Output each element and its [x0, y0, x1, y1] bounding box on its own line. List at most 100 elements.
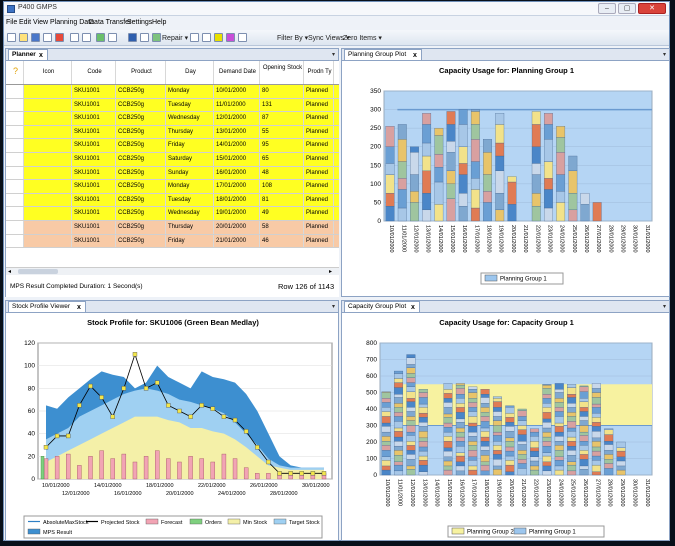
row-indicator[interactable]: [6, 85, 24, 98]
panel-menu-icon[interactable]: ▾: [662, 52, 666, 58]
cell-day[interactable]: Thursday: [166, 125, 214, 139]
open-icon[interactable]: [19, 33, 28, 42]
cell-day[interactable]: Tuesday: [166, 193, 214, 207]
lock-icon[interactable]: [190, 33, 199, 42]
cell-day[interactable]: Thursday: [166, 221, 214, 234]
cell-code[interactable]: SKU1001: [72, 180, 116, 193]
highlight-icon[interactable]: [214, 33, 223, 42]
cell-code[interactable]: SKU1001: [72, 153, 116, 166]
cell-product[interactable]: CCB250g: [116, 193, 166, 207]
row-indicator[interactable]: [6, 180, 24, 193]
cell-stock[interactable]: 65: [260, 153, 304, 166]
color-icon[interactable]: [226, 33, 235, 42]
cell-type[interactable]: Planned: [304, 234, 334, 248]
table-row[interactable]: SKU1001 CCB250g Saturday 15/01/2000 65 Planne…: [6, 153, 339, 167]
zero-items-dropdown[interactable]: Zero Items ▾: [343, 35, 382, 42]
cell-product[interactable]: CCB250g: [116, 166, 166, 180]
cell-icon[interactable]: [24, 221, 72, 234]
cell-icon[interactable]: [24, 234, 72, 248]
cell-code[interactable]: SKU1001: [72, 193, 116, 207]
cell-type[interactable]: Planned: [304, 85, 334, 98]
cell-stock[interactable]: 131: [260, 98, 304, 112]
cell-date[interactable]: 20/01/2000: [214, 221, 260, 234]
cell-date[interactable]: 11/01/2000: [214, 98, 260, 112]
row-indicator[interactable]: [6, 125, 24, 139]
cell-icon[interactable]: [24, 112, 72, 125]
tab-capacity-group-plot[interactable]: Capacity Group Plot x: [344, 301, 420, 312]
table-row[interactable]: SKU1001 CCB250g Tuesday 11/01/2000 131 Planne…: [6, 98, 339, 113]
scroll-left-icon[interactable]: ◂: [8, 269, 12, 275]
cell-code[interactable]: SKU1001: [72, 112, 116, 125]
cell-icon[interactable]: [24, 180, 72, 193]
cell-date[interactable]: 18/01/2000: [214, 193, 260, 207]
cell-product[interactable]: CCB250g: [116, 221, 166, 234]
cell-stock[interactable]: 46: [260, 234, 304, 248]
cell-stock[interactable]: 81: [260, 193, 304, 207]
planner-icon[interactable]: [128, 33, 137, 42]
cell-code[interactable]: SKU1001: [72, 166, 116, 180]
header-product[interactable]: Product: [116, 61, 166, 84]
table-row[interactable]: SKU1001 CCB250g Thursday 13/01/2000 55 Planne…: [6, 125, 339, 140]
cell-code[interactable]: SKU1001: [72, 207, 116, 220]
table-row[interactable]: SKU1001 CCB250g Monday 10/01/2000 80 Planned: [6, 85, 339, 99]
filter-dropdown[interactable]: Filter By ▾: [277, 35, 309, 42]
cell-day[interactable]: Monday: [166, 180, 214, 193]
table-row[interactable]: SKU1001 CCB250g Friday 14/01/2000 95 Planned: [6, 139, 339, 153]
cell-product[interactable]: CCB250g: [116, 139, 166, 152]
scroll-thumb[interactable]: [18, 269, 58, 274]
cell-type[interactable]: Planned: [304, 166, 334, 180]
tab-planner[interactable]: Planner x: [8, 49, 48, 60]
save-icon[interactable]: [31, 33, 40, 42]
cell-icon[interactable]: [24, 166, 72, 180]
cell-day[interactable]: Sunday: [166, 166, 214, 180]
cell-stock[interactable]: 48: [260, 166, 304, 180]
close-icon[interactable]: x: [411, 304, 415, 311]
horizontal-scrollbar[interactable]: ◂ ▸: [6, 267, 339, 275]
cell-date[interactable]: 17/01/2000: [214, 180, 260, 193]
cell-stock[interactable]: 58: [260, 221, 304, 234]
menu-view[interactable]: View: [33, 19, 49, 26]
menu-data-transfer[interactable]: Data Transfer: [89, 19, 132, 26]
cell-type[interactable]: Planned: [304, 193, 334, 207]
cell-date[interactable]: 15/01/2000: [214, 153, 260, 166]
cell-day[interactable]: Wednesday: [166, 112, 214, 125]
cell-stock[interactable]: 108: [260, 180, 304, 193]
refresh-icon[interactable]: [96, 33, 105, 42]
cell-code[interactable]: SKU1001: [72, 221, 116, 234]
cell-day[interactable]: Wednesday: [166, 207, 214, 220]
cell-type[interactable]: Planned: [304, 221, 334, 234]
close-icon[interactable]: x: [39, 52, 43, 59]
row-indicator[interactable]: [6, 193, 24, 207]
print-icon[interactable]: [202, 33, 211, 42]
redo-icon[interactable]: [82, 33, 91, 42]
menu-file[interactable]: File: [6, 19, 18, 26]
header-prodn-type[interactable]: Prodn Ty: [304, 61, 334, 84]
cell-icon[interactable]: [24, 153, 72, 166]
undo-icon[interactable]: [70, 33, 79, 42]
cell-icon[interactable]: [24, 193, 72, 207]
cell-date[interactable]: 13/01/2000: [214, 125, 260, 139]
calendar-icon[interactable]: [140, 33, 149, 42]
cell-type[interactable]: Planned: [304, 125, 334, 139]
close-icon[interactable]: x: [413, 52, 417, 59]
cell-product[interactable]: CCB250g: [116, 85, 166, 98]
cell-date[interactable]: 16/01/2000: [214, 166, 260, 180]
page-icon[interactable]: [238, 33, 247, 42]
new-icon[interactable]: [7, 33, 16, 42]
cell-stock[interactable]: 55: [260, 125, 304, 139]
cell-type[interactable]: Planned: [304, 98, 334, 112]
cell-day[interactable]: Friday: [166, 139, 214, 152]
cell-date[interactable]: 14/01/2000: [214, 139, 260, 152]
table-row[interactable]: SKU1001 CCB250g Friday 21/01/2000 46 Planned: [6, 234, 339, 249]
row-indicator[interactable]: [6, 153, 24, 166]
cell-stock[interactable]: 95: [260, 139, 304, 152]
cell-type[interactable]: Planned: [304, 112, 334, 125]
cell-date[interactable]: 21/01/2000: [214, 234, 260, 248]
table-row[interactable]: SKU1001 CCB250g Tuesday 18/01/2000 81 Planned: [6, 193, 339, 208]
cell-product[interactable]: CCB250g: [116, 98, 166, 112]
cell-date[interactable]: 19/01/2000: [214, 207, 260, 220]
header-icon[interactable]: Icon: [24, 61, 72, 84]
delete-icon[interactable]: [55, 33, 64, 42]
close-icon[interactable]: x: [77, 304, 81, 311]
cell-day[interactable]: Monday: [166, 85, 214, 98]
